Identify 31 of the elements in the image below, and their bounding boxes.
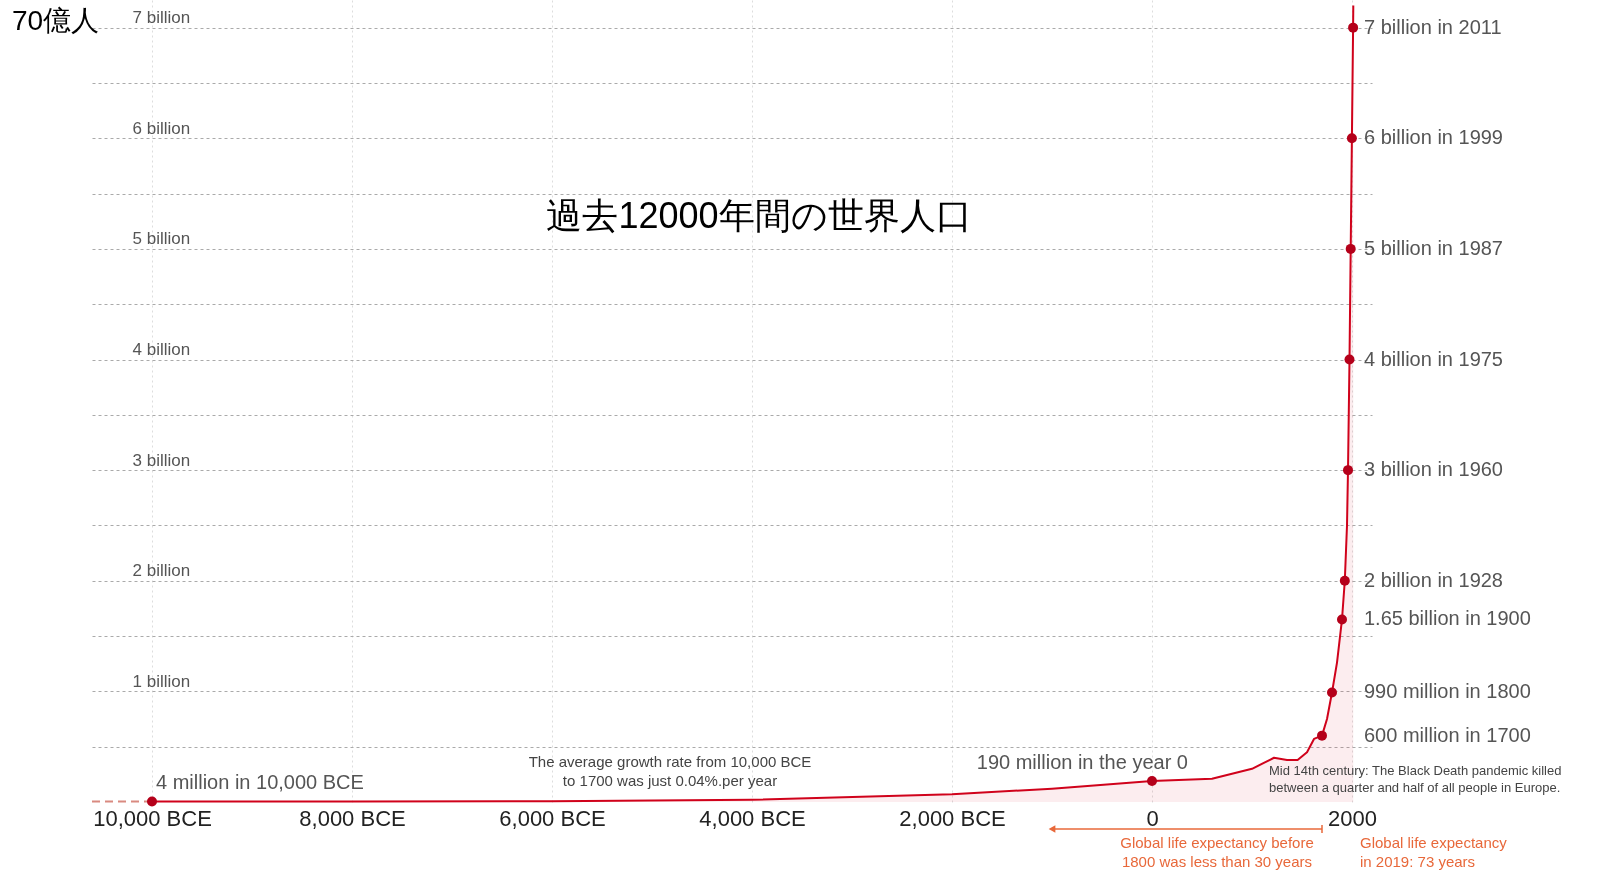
y-axis-title: 70億人 bbox=[12, 5, 100, 36]
y-tick-label: 3 billion bbox=[132, 450, 191, 470]
data-label: 1.65 billion in 1900 bbox=[1364, 607, 1531, 630]
x-tick-label: 2000 bbox=[1328, 805, 1377, 831]
y-tick-label: 6 billion bbox=[132, 118, 191, 138]
y-tick-label: 4 billion bbox=[132, 340, 191, 360]
data-label: 4 million in 10,000 BCE bbox=[156, 770, 364, 793]
text: Global life expectancy before 1800 was less than 30 years bbox=[1120, 834, 1314, 870]
data-label: 6 billion in 1999 bbox=[1364, 126, 1503, 149]
data-label: 190 million in the year 0 bbox=[976, 750, 1188, 773]
data-label: 2 billion in 1928 bbox=[1364, 568, 1503, 591]
annotation: Mid 14th century: The Black Death pandemic killed between a quarter and half of all people in Europe. bbox=[1269, 763, 1562, 795]
x-tick-label: 0 bbox=[1146, 805, 1159, 831]
x-tick-label: 10,000 BCE bbox=[93, 805, 212, 831]
data-label: 4 billion in 1975 bbox=[1364, 347, 1503, 370]
x-tick-label: 2,000 BCE bbox=[899, 805, 1006, 831]
text: Global life expectancy in 2019: 73 years bbox=[1360, 834, 1508, 870]
data-label: 7 billion in 2011 bbox=[1364, 15, 1502, 38]
text: 過去12000年間の世界人口 bbox=[546, 195, 972, 236]
x-tick-label: 6,000 BCE bbox=[499, 805, 606, 831]
y-tick-label: 2 billion bbox=[132, 561, 191, 581]
x-tick-label: 8,000 BCE bbox=[299, 805, 406, 831]
y-tick-label: 1 billion bbox=[132, 671, 191, 691]
data-label: 3 billion in 1960 bbox=[1364, 458, 1503, 481]
annotation: The average growth rate from 10,000 BCE to 1700 was just 0.04%.per year bbox=[528, 753, 812, 789]
data-label: 600 million in 1700 bbox=[1364, 723, 1531, 746]
data-label: 5 billion in 1987 bbox=[1364, 236, 1503, 259]
y-tick-label: 5 billion bbox=[132, 229, 191, 249]
y-tick-label: 7 billion bbox=[132, 8, 191, 28]
data-label: 990 million in 1800 bbox=[1364, 680, 1531, 703]
x-tick-label: 4,000 BCE bbox=[699, 805, 806, 831]
